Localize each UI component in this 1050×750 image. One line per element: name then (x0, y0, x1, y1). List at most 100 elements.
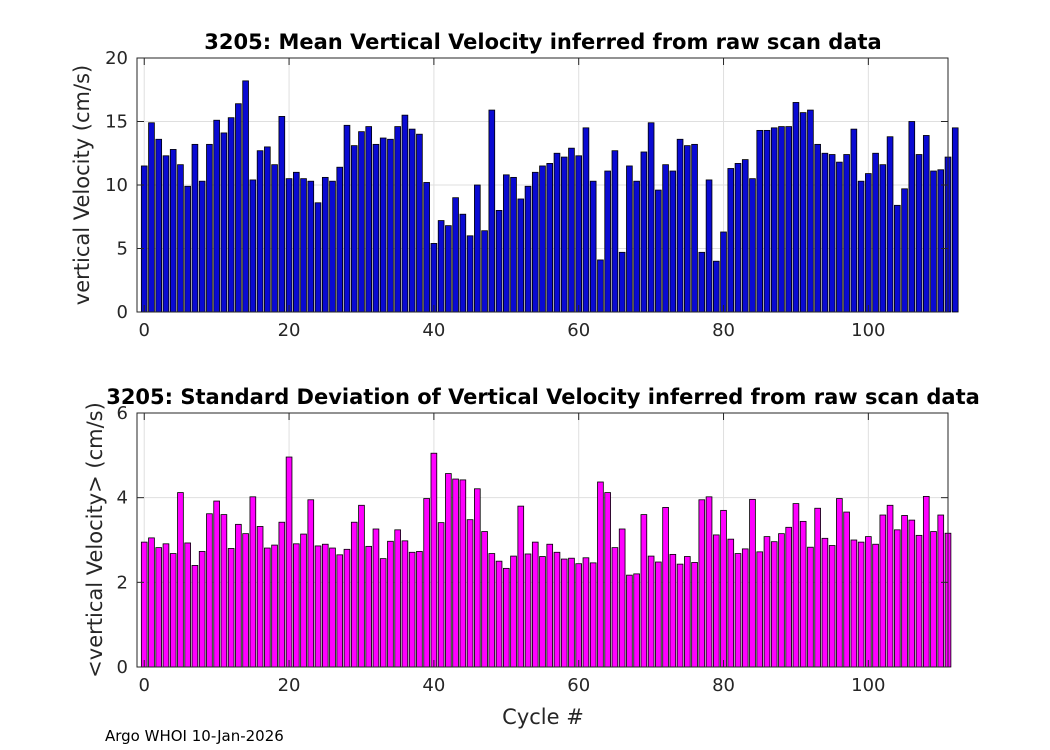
bar (669, 170, 677, 313)
bar (169, 553, 177, 668)
x-tick-label: 0 (139, 675, 150, 696)
bar (879, 164, 887, 313)
y-tick-label: 20 (105, 48, 128, 69)
bar (198, 180, 206, 313)
bar (242, 80, 249, 313)
bar (329, 547, 336, 668)
bar (633, 180, 640, 313)
bar (271, 164, 278, 313)
bar (749, 498, 756, 668)
bar (821, 537, 829, 668)
y-tick-label: 0 (117, 302, 128, 323)
bar (763, 536, 771, 668)
bar (901, 188, 908, 313)
bar (922, 135, 930, 313)
bar (372, 528, 380, 668)
bar (307, 499, 315, 668)
bar (640, 514, 648, 668)
bar (293, 171, 300, 313)
bar (922, 495, 930, 668)
bar (459, 479, 467, 668)
x-tick-label: 20 (278, 320, 301, 341)
bar (235, 523, 242, 668)
bar (227, 117, 235, 313)
bar (387, 138, 394, 313)
bar (865, 536, 872, 668)
bar (162, 543, 170, 668)
bar (857, 180, 865, 313)
bar (343, 548, 351, 668)
bar (828, 154, 836, 313)
y-tick-labels: 0 5 10 15 20 (105, 48, 128, 323)
bar (198, 551, 206, 668)
bar (807, 546, 814, 668)
x-tick-label: 0 (139, 320, 150, 341)
bar (698, 499, 706, 668)
bar (872, 543, 879, 668)
std-velocity-chart: 0 20 40 60 80 100 0 2 4 6 3205: Standard Deviati… (83, 385, 980, 729)
bar (437, 220, 445, 313)
x-tick-label: 60 (567, 320, 590, 341)
x-tick-label: 60 (567, 675, 590, 696)
bar (720, 231, 727, 313)
y-tick-label: 4 (117, 488, 128, 509)
bar (249, 179, 257, 313)
bar (618, 528, 626, 668)
bar (155, 547, 163, 668)
bar (365, 545, 373, 668)
bar (278, 521, 286, 668)
bar (474, 184, 481, 313)
x-tick-label: 40 (422, 675, 445, 696)
bar (177, 164, 184, 313)
bar (445, 225, 452, 313)
bar (582, 557, 590, 668)
bar (387, 540, 394, 668)
bar (408, 128, 416, 313)
y-tick-label: 2 (117, 572, 128, 593)
y-tick-label: 15 (105, 112, 128, 133)
bar (517, 505, 525, 668)
bar-series (140, 452, 952, 668)
bar (778, 533, 785, 668)
bar (604, 492, 611, 668)
bar (350, 145, 358, 313)
bar (633, 573, 640, 668)
bar (568, 147, 575, 313)
bar (336, 166, 344, 313)
bar (416, 551, 423, 668)
bar (379, 558, 387, 668)
bar (445, 473, 452, 668)
chart-title: 3205: Standard Deviation of Vertical Vel… (106, 385, 980, 409)
y-tick-label: 6 (117, 403, 128, 424)
bar (307, 180, 315, 313)
bar (886, 136, 894, 313)
bar (727, 168, 735, 313)
bar (785, 526, 792, 668)
bar (249, 496, 257, 668)
bar (314, 545, 322, 668)
bar (778, 126, 785, 313)
bar (256, 150, 264, 313)
bar (698, 251, 706, 313)
bar (488, 553, 496, 668)
bar (300, 533, 307, 668)
bar (915, 534, 923, 668)
bar (343, 124, 351, 313)
bar (372, 143, 380, 313)
bar (184, 185, 191, 313)
bar (481, 531, 488, 668)
bar (517, 198, 525, 313)
bar (401, 114, 409, 313)
bar (242, 533, 249, 668)
bar (712, 260, 720, 313)
bar (828, 545, 836, 668)
bar (850, 128, 858, 313)
bar (691, 143, 698, 313)
bar (256, 526, 264, 668)
bar (430, 243, 438, 313)
bar (191, 143, 199, 313)
bar (206, 513, 213, 668)
bar (951, 127, 959, 313)
bar (169, 149, 177, 313)
bar (611, 547, 619, 668)
